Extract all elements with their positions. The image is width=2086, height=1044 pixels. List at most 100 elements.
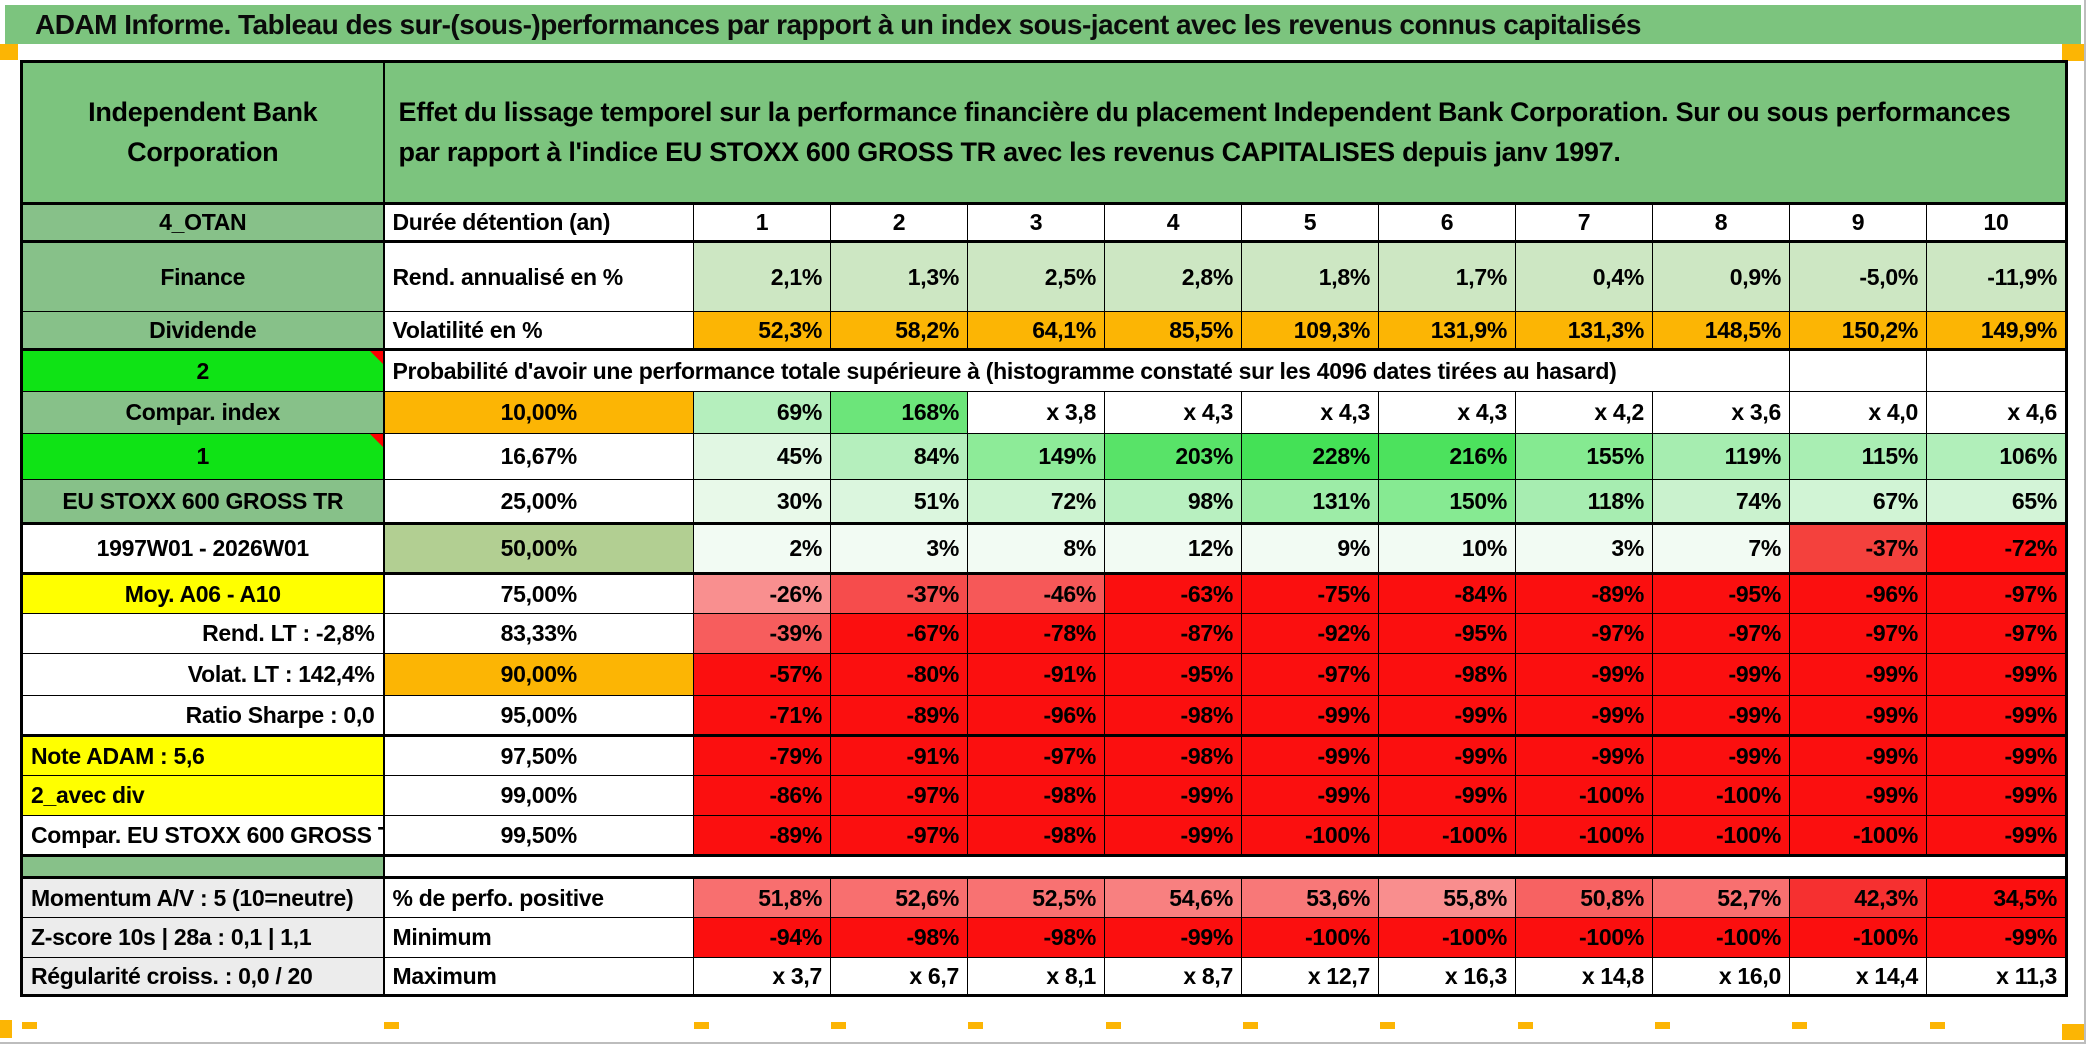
- value-cell[interactable]: -99%: [1925, 917, 2068, 958]
- value-cell[interactable]: -99%: [1241, 695, 1379, 737]
- value-cell[interactable]: -63%: [1104, 573, 1242, 614]
- value-cell[interactable]: x 8,7: [1104, 957, 1242, 996]
- value-cell[interactable]: 5: [1241, 203, 1379, 243]
- row-label-cell[interactable]: Momentum A/V : 5 (10=neutre): [21, 877, 385, 918]
- row-sublabel-cell[interactable]: 99,00%: [383, 775, 694, 816]
- value-cell[interactable]: x 4,3: [1378, 391, 1516, 434]
- value-cell[interactable]: 6: [1378, 203, 1516, 243]
- value-cell[interactable]: -100%: [1789, 917, 1927, 958]
- value-cell[interactable]: x 3,8: [967, 391, 1105, 434]
- value-cell[interactable]: 1,3%: [830, 241, 968, 312]
- value-cell[interactable]: x 4,0: [1789, 391, 1927, 434]
- value-cell[interactable]: -75%: [1241, 573, 1379, 614]
- value-cell[interactable]: 2,5%: [967, 241, 1105, 312]
- row-label-cell[interactable]: Rend. LT : -2,8%: [21, 613, 385, 654]
- empty-cell[interactable]: [1789, 349, 1927, 392]
- value-cell[interactable]: -99%: [1925, 735, 2068, 776]
- value-cell[interactable]: 109,3%: [1241, 311, 1379, 351]
- value-cell[interactable]: -99%: [1789, 653, 1927, 696]
- value-cell[interactable]: -97%: [967, 735, 1105, 776]
- value-cell[interactable]: -97%: [1515, 613, 1653, 654]
- row-label-cell[interactable]: Ratio Sharpe : 0,0: [21, 695, 385, 737]
- value-cell[interactable]: 12%: [1104, 523, 1242, 575]
- row-sublabel-cell[interactable]: 25,00%: [383, 479, 694, 525]
- value-cell[interactable]: -99%: [1378, 695, 1516, 737]
- row-label-cell[interactable]: Compar. index: [21, 391, 385, 434]
- value-cell[interactable]: 10%: [1378, 523, 1516, 575]
- value-cell[interactable]: 52,3%: [693, 311, 831, 351]
- value-cell[interactable]: 168%: [830, 391, 968, 434]
- value-cell[interactable]: -92%: [1241, 613, 1379, 654]
- row-label-cell[interactable]: 1997W01 - 2026W01: [21, 523, 385, 575]
- value-cell[interactable]: -98%: [967, 917, 1105, 958]
- row-label-cell[interactable]: Note ADAM : 5,6: [21, 735, 385, 776]
- value-cell[interactable]: -79%: [693, 735, 831, 776]
- row-label-cell[interactable]: [21, 855, 385, 879]
- value-cell[interactable]: 85,5%: [1104, 311, 1242, 351]
- value-cell[interactable]: -96%: [967, 695, 1105, 737]
- row-sublabel-cell[interactable]: Maximum: [383, 957, 694, 996]
- value-cell[interactable]: 0,4%: [1515, 241, 1653, 312]
- value-cell[interactable]: 52,6%: [830, 877, 968, 918]
- value-cell[interactable]: 2,8%: [1104, 241, 1242, 312]
- value-cell[interactable]: -98%: [967, 815, 1105, 857]
- row-sublabel-cell[interactable]: 83,33%: [383, 613, 694, 654]
- value-cell[interactable]: -99%: [1652, 695, 1790, 737]
- value-cell[interactable]: 148,5%: [1652, 311, 1790, 351]
- row-label-cell[interactable]: Régularité croiss. : 0,0 / 20: [21, 957, 385, 996]
- value-cell[interactable]: 74%: [1652, 479, 1790, 525]
- value-cell[interactable]: 69%: [693, 391, 831, 434]
- value-cell[interactable]: 1,7%: [1378, 241, 1516, 312]
- value-cell[interactable]: -99%: [1925, 775, 2068, 816]
- value-cell[interactable]: 1: [693, 203, 831, 243]
- value-cell[interactable]: x 11,3: [1925, 957, 2068, 996]
- value-cell[interactable]: 51,8%: [693, 877, 831, 918]
- value-cell[interactable]: x 3,6: [1652, 391, 1790, 434]
- value-cell[interactable]: 58,2%: [830, 311, 968, 351]
- value-cell[interactable]: -99%: [1241, 735, 1379, 776]
- value-cell[interactable]: x 16,0: [1652, 957, 1790, 996]
- value-cell[interactable]: -98%: [1104, 695, 1242, 737]
- value-cell[interactable]: -100%: [1652, 815, 1790, 857]
- value-cell[interactable]: 10: [1925, 203, 2068, 243]
- value-cell[interactable]: -97%: [830, 775, 968, 816]
- value-cell[interactable]: -100%: [1241, 917, 1379, 958]
- value-cell[interactable]: x 14,4: [1789, 957, 1927, 996]
- value-cell[interactable]: -96%: [1789, 573, 1927, 614]
- value-cell[interactable]: -97%: [1925, 613, 2068, 654]
- value-cell[interactable]: -71%: [693, 695, 831, 737]
- row-label-cell[interactable]: 2_avec div: [21, 775, 385, 816]
- value-cell[interactable]: -99%: [1515, 695, 1653, 737]
- value-cell[interactable]: -11,9%: [1925, 241, 2068, 312]
- value-cell[interactable]: 2%: [693, 523, 831, 575]
- value-cell[interactable]: -100%: [1241, 815, 1379, 857]
- value-cell[interactable]: 131,9%: [1378, 311, 1516, 351]
- row-sublabel-cell[interactable]: 50,00%: [383, 523, 694, 575]
- value-cell[interactable]: 3%: [830, 523, 968, 575]
- value-cell[interactable]: 67%: [1789, 479, 1927, 525]
- value-cell[interactable]: -91%: [967, 653, 1105, 696]
- merged-cell[interactable]: Probabilité d'avoir une performance tota…: [383, 349, 1790, 392]
- row-sublabel-cell[interactable]: 90,00%: [383, 653, 694, 696]
- row-sublabel-cell[interactable]: 10,00%: [383, 391, 694, 434]
- row-label-cell[interactable]: Volat. LT : 142,4%: [21, 653, 385, 696]
- value-cell[interactable]: -99%: [1515, 735, 1653, 776]
- value-cell[interactable]: 64,1%: [967, 311, 1105, 351]
- value-cell[interactable]: -89%: [1515, 573, 1653, 614]
- value-cell[interactable]: 53,6%: [1241, 877, 1379, 918]
- value-cell[interactable]: -99%: [1925, 653, 2068, 696]
- value-cell[interactable]: 150%: [1378, 479, 1516, 525]
- row-label-cell[interactable]: Z-score 10s | 28a : 0,1 | 1,1: [21, 917, 385, 958]
- value-cell[interactable]: -99%: [1789, 775, 1927, 816]
- value-cell[interactable]: -72%: [1925, 523, 2068, 575]
- row-label-cell[interactable]: 1: [21, 433, 385, 480]
- row-sublabel-cell[interactable]: 99,50%: [383, 815, 694, 857]
- value-cell[interactable]: -97%: [830, 815, 968, 857]
- value-cell[interactable]: 9: [1789, 203, 1927, 243]
- row-sublabel-cell[interactable]: Volatilité en %: [383, 311, 694, 351]
- value-cell[interactable]: 1,8%: [1241, 241, 1379, 312]
- value-cell[interactable]: -97%: [1241, 653, 1379, 696]
- value-cell[interactable]: 7: [1515, 203, 1653, 243]
- value-cell[interactable]: 52,7%: [1652, 877, 1790, 918]
- value-cell[interactable]: x 12,7: [1241, 957, 1379, 996]
